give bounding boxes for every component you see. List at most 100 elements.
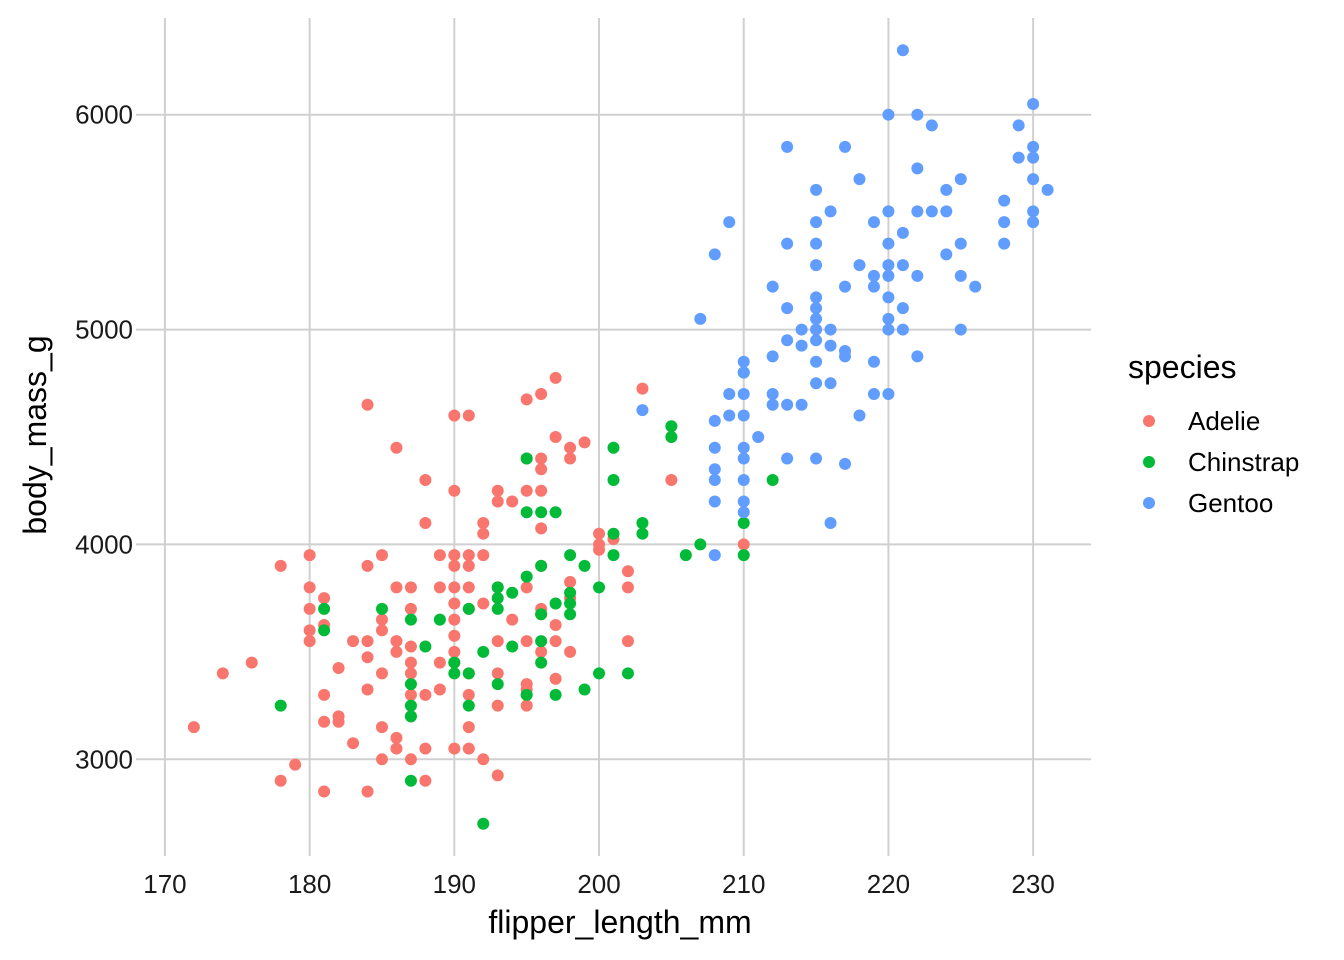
point-chinstrap <box>535 635 548 648</box>
legend-swatch-gentoo <box>1143 497 1155 509</box>
point-gentoo <box>737 355 750 368</box>
point-adelie <box>274 559 287 572</box>
point-adelie <box>390 731 403 744</box>
point-gentoo <box>839 140 852 153</box>
point-adelie <box>520 393 533 406</box>
point-chinstrap <box>274 699 287 712</box>
point-adelie <box>433 549 446 562</box>
x-tick-label: 200 <box>577 869 620 899</box>
point-gentoo <box>708 441 721 454</box>
point-adelie <box>303 581 316 594</box>
point-gentoo <box>737 441 750 454</box>
legend-label-adelie: Adelie <box>1188 406 1260 436</box>
point-gentoo <box>737 452 750 465</box>
point-adelie <box>621 635 634 648</box>
point-gentoo <box>737 506 750 519</box>
point-gentoo <box>853 259 866 272</box>
legend-item-adelie: Adelie <box>1143 406 1260 436</box>
point-adelie <box>535 452 548 465</box>
point-adelie <box>318 592 331 605</box>
point-adelie <box>535 484 548 497</box>
point-gentoo <box>839 280 852 293</box>
x-tick-label: 190 <box>433 869 476 899</box>
point-adelie <box>375 624 388 637</box>
point-gentoo <box>882 259 895 272</box>
point-chinstrap <box>665 420 678 433</box>
point-adelie <box>462 409 475 422</box>
point-gentoo <box>882 312 895 325</box>
point-adelie <box>361 651 374 664</box>
point-chinstrap <box>477 817 490 830</box>
point-adelie <box>375 721 388 734</box>
point-adelie <box>491 769 504 782</box>
point-adelie <box>462 581 475 594</box>
grid-lines <box>136 18 1091 856</box>
point-gentoo <box>766 388 779 401</box>
point-adelie <box>549 431 562 443</box>
point-adelie <box>564 441 577 454</box>
point-chinstrap <box>491 592 504 605</box>
point-adelie <box>433 683 446 696</box>
point-chinstrap <box>448 656 461 669</box>
point-chinstrap <box>448 667 461 680</box>
x-axis-title: flipper_length_mm <box>488 904 751 940</box>
point-gentoo <box>737 366 750 379</box>
point-adelie <box>564 576 577 589</box>
point-adelie <box>187 721 200 734</box>
point-chinstrap <box>578 683 591 696</box>
point-adelie <box>621 581 634 594</box>
point-adelie <box>477 549 490 562</box>
legend-item-gentoo: Gentoo <box>1143 488 1273 518</box>
point-gentoo <box>1041 183 1054 196</box>
point-gentoo <box>867 269 880 282</box>
point-adelie <box>462 742 475 755</box>
point-adelie <box>549 635 562 648</box>
point-chinstrap <box>477 645 490 658</box>
point-gentoo <box>708 463 721 476</box>
point-chinstrap <box>462 699 475 712</box>
point-adelie <box>332 715 345 728</box>
point-adelie <box>404 753 417 766</box>
point-gentoo <box>940 205 953 218</box>
point-gentoo <box>781 452 794 465</box>
point-gentoo <box>896 302 909 315</box>
point-adelie <box>361 683 374 696</box>
point-adelie <box>535 645 548 658</box>
point-gentoo <box>1027 151 1040 164</box>
point-adelie <box>593 543 606 556</box>
point-gentoo <box>781 334 794 347</box>
point-adelie <box>332 661 345 674</box>
point-adelie <box>621 565 634 578</box>
point-gentoo <box>853 173 866 186</box>
point-adelie <box>477 753 490 766</box>
point-adelie <box>448 645 461 658</box>
point-adelie <box>520 484 533 497</box>
point-gentoo <box>969 280 982 293</box>
point-adelie <box>462 549 475 562</box>
point-adelie <box>433 656 446 669</box>
point-adelie <box>404 581 417 594</box>
x-tick-label: 220 <box>867 869 910 899</box>
point-gentoo <box>723 388 736 401</box>
point-chinstrap <box>607 441 620 454</box>
point-adelie <box>303 635 316 648</box>
point-gentoo <box>708 549 721 562</box>
point-adelie <box>535 522 548 535</box>
point-gentoo <box>810 452 823 465</box>
point-adelie <box>390 645 403 658</box>
point-adelie <box>419 516 432 529</box>
point-adelie <box>506 613 519 626</box>
point-gentoo <box>708 248 721 261</box>
point-gentoo <box>896 323 909 336</box>
point-adelie <box>549 672 562 685</box>
point-gentoo <box>867 388 880 401</box>
point-chinstrap <box>564 549 577 562</box>
point-chinstrap <box>491 602 504 615</box>
point-chinstrap <box>549 506 562 519</box>
point-gentoo <box>954 323 967 336</box>
point-gentoo <box>810 323 823 336</box>
x-tick-label: 170 <box>143 869 186 899</box>
point-gentoo <box>810 183 823 196</box>
point-adelie <box>404 656 417 669</box>
